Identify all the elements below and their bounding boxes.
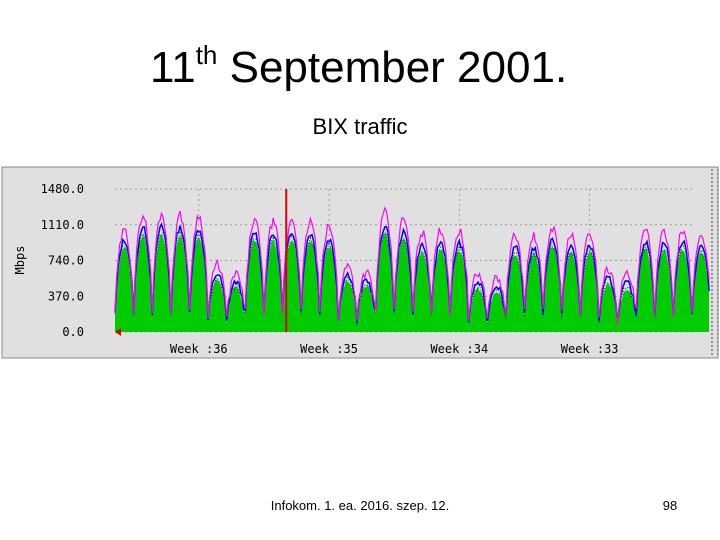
slide-title: 11th September 2001. [150, 42, 567, 90]
title-day: 11 [150, 43, 196, 92]
title-month-year: September 2001. [217, 43, 568, 92]
y-tick-label: 0.0 [62, 325, 84, 339]
x-tick-label: Week :34 [430, 342, 488, 356]
y-axis-label: Mbps [13, 246, 27, 275]
y-tick-label: 1480.0 [41, 182, 84, 196]
y-tick-label: 370.0 [48, 289, 84, 303]
x-tick-label: Week :36 [170, 342, 228, 356]
traffic-line-magenta [114, 206, 710, 325]
y-tick-label: 1110.0 [41, 218, 84, 232]
page-number: 98 [662, 498, 678, 513]
slide-subtitle: BIX traffic [312, 114, 408, 139]
slide-footer: Infokom. 1. ea. 2016. szep. 12. [270, 498, 450, 513]
traffic-graph: 1480.0 1110.0 740.0 370.0 0.0 Mbps Week :36 Wee… [0, 165, 720, 362]
origin-marker [115, 328, 121, 336]
x-tick-label: Week :33 [561, 342, 619, 356]
title-ordinal-suffix: th [195, 40, 218, 70]
traffic-chart-svg: 1480.0 1110.0 740.0 370.0 0.0 Mbps Week :36 Wee… [1, 166, 719, 359]
x-tick-label: Week :35 [300, 342, 358, 356]
y-tick-label: 740.0 [48, 254, 84, 268]
